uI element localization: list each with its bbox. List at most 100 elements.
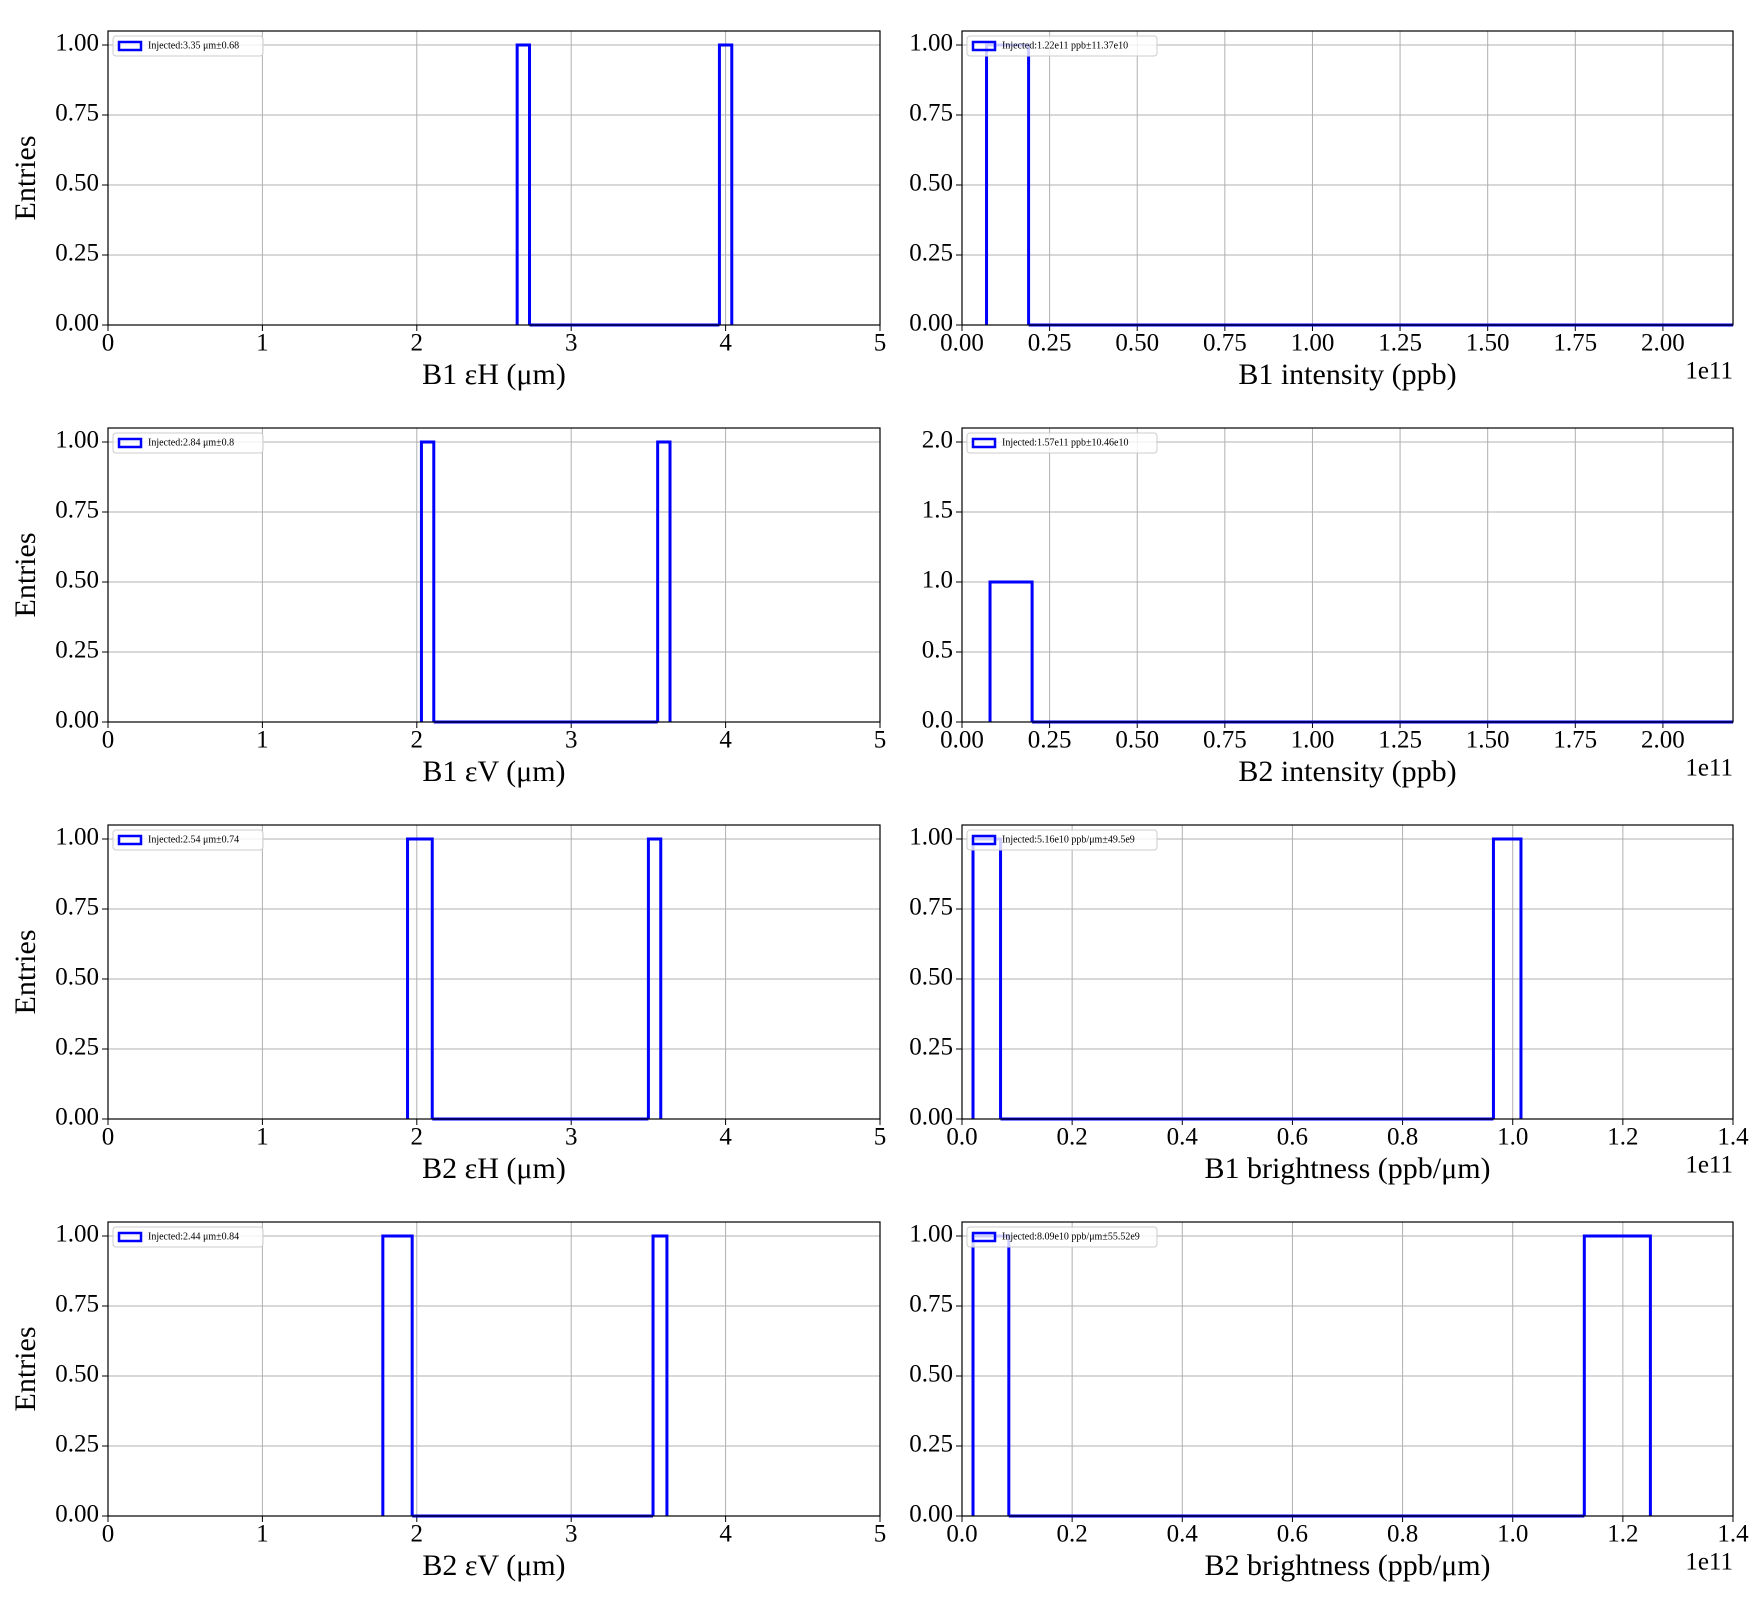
- x-tick-label: 1.4: [1717, 1521, 1749, 1548]
- x-axis-label: B2 εH (μm): [422, 1152, 566, 1185]
- x-tick-label: 1.0: [1497, 1521, 1528, 1548]
- y-tick-label: 0.50: [55, 170, 99, 197]
- x-axis-label: B1 intensity (ppb): [1238, 358, 1456, 391]
- x-tick-label: 1.2: [1607, 1124, 1638, 1151]
- y-tick-label: 0.00: [909, 1501, 953, 1528]
- legend-swatch: [971, 40, 997, 52]
- y-tick-label: 0.00: [55, 1104, 99, 1131]
- axes-frame: [107, 1221, 881, 1517]
- y-tick-label: 1.00: [55, 30, 99, 57]
- x-tick-label: 1.00: [1291, 330, 1335, 357]
- y-tick-label: 1.0: [922, 567, 953, 594]
- y-tick-label: 0.75: [909, 100, 953, 127]
- legend-box: [966, 35, 1158, 57]
- x-tick-label: 1.50: [1466, 330, 1510, 357]
- x-tick-label: 3: [565, 727, 578, 754]
- x-tick-label: 0.75: [1203, 330, 1247, 357]
- x-tick-label: 0.75: [1203, 727, 1247, 754]
- x-tick-label: 0: [102, 1521, 115, 1548]
- histogram-bin: [651, 1234, 669, 1516]
- x-tick-label: 4: [719, 1521, 732, 1548]
- x-tick-label: 2: [411, 1124, 424, 1151]
- x-tick-label: 2: [411, 330, 424, 357]
- x-axis-label: B2 intensity (ppb): [1238, 755, 1456, 788]
- histogram-bin: [419, 440, 436, 722]
- histogram-bin: [717, 43, 734, 325]
- x-tick-label: 3: [565, 1124, 578, 1151]
- y-tick-label: 0.50: [55, 567, 99, 594]
- x-tick-label: 3: [565, 330, 578, 357]
- x-tick-label: 5: [874, 727, 887, 754]
- x-tick-label: 0: [102, 1124, 115, 1151]
- legend-swatch: [117, 834, 143, 846]
- x-tick-label: 4: [719, 727, 732, 754]
- y-tick-label: 0.50: [909, 964, 953, 991]
- x-tick-label: 1: [256, 330, 269, 357]
- y-tick-label: 0.25: [909, 1034, 953, 1061]
- y-tick-label: 0.25: [55, 1034, 99, 1061]
- offset-text: 1e11: [1685, 358, 1733, 385]
- x-tick-label: 5: [874, 1521, 887, 1548]
- x-tick-label: 0.00: [940, 727, 984, 754]
- histogram-bin: [988, 580, 1034, 722]
- offset-text: 1e11: [1685, 1549, 1733, 1576]
- y-tick-label: 0.25: [55, 1431, 99, 1458]
- y-tick-label: 1.00: [55, 427, 99, 454]
- axes-frame: [961, 1221, 1734, 1517]
- y-tick-label: 0.00: [55, 310, 99, 337]
- x-tick-label: 0.25: [1028, 330, 1072, 357]
- x-tick-label: 0.8: [1387, 1521, 1418, 1548]
- axes-frame: [961, 427, 1734, 723]
- legend-swatch: [971, 437, 997, 449]
- legend-swatch: [117, 1231, 143, 1243]
- x-axis-label: B1 brightness (ppb/μm): [1204, 1152, 1490, 1185]
- histogram-bin: [381, 1234, 414, 1516]
- legend-label: Injected:2.84 μm±0.8: [148, 437, 234, 448]
- x-tick-label: 2: [411, 727, 424, 754]
- x-tick-label: 0: [102, 727, 115, 754]
- x-axis-label: B1 εH (μm): [422, 358, 566, 391]
- y-tick-label: 0.50: [909, 170, 953, 197]
- x-tick-label: 0.00: [940, 330, 984, 357]
- y-tick-label: 1.00: [909, 824, 953, 851]
- y-tick-label: 0.0: [922, 707, 953, 734]
- legend-label: Injected:1.22e11 ppb±11.37e10: [1002, 40, 1128, 51]
- y-tick-label: 0.25: [909, 240, 953, 267]
- axes-frame: [107, 30, 881, 326]
- axes-frame: [107, 427, 881, 723]
- x-tick-label: 0.2: [1057, 1124, 1088, 1151]
- y-tick-label: 0.5: [922, 637, 953, 664]
- x-tick-label: 0.4: [1167, 1521, 1199, 1548]
- x-tick-label: 4: [719, 1124, 732, 1151]
- x-tick-label: 0.50: [1115, 330, 1159, 357]
- histogram-bin: [515, 43, 532, 325]
- x-tick-label: 5: [874, 1124, 887, 1151]
- x-axis-label: B2 brightness (ppb/μm): [1204, 1549, 1490, 1582]
- x-tick-label: 1.2: [1607, 1521, 1638, 1548]
- x-tick-label: 0.8: [1387, 1124, 1418, 1151]
- legend-box: [966, 432, 1158, 454]
- y-tick-label: 0.75: [909, 1291, 953, 1318]
- y-axis-label: Entries: [9, 930, 42, 1015]
- x-tick-label: 1.75: [1553, 727, 1597, 754]
- y-axis-label: Entries: [9, 1327, 42, 1412]
- x-tick-label: 1.75: [1553, 330, 1597, 357]
- y-tick-label: 0.00: [909, 1104, 953, 1131]
- x-tick-label: 0.50: [1115, 727, 1159, 754]
- x-tick-label: 4: [719, 330, 732, 357]
- y-tick-label: 1.00: [909, 1221, 953, 1248]
- x-tick-label: 2.00: [1641, 330, 1685, 357]
- histogram-bin: [656, 440, 672, 722]
- y-tick-label: 1.00: [55, 1221, 99, 1248]
- legend-swatch: [117, 40, 143, 52]
- y-tick-label: 1.00: [909, 30, 953, 57]
- y-axis-label: Entries: [9, 533, 42, 618]
- legend-box: [966, 829, 1158, 851]
- axes-frame: [961, 30, 1734, 326]
- y-tick-label: 0.50: [909, 1361, 953, 1388]
- x-tick-label: 1: [256, 1521, 269, 1548]
- legend-label: Injected:2.44 μm±0.84: [148, 1231, 239, 1242]
- y-tick-label: 0.75: [909, 894, 953, 921]
- y-tick-label: 1.5: [922, 497, 953, 524]
